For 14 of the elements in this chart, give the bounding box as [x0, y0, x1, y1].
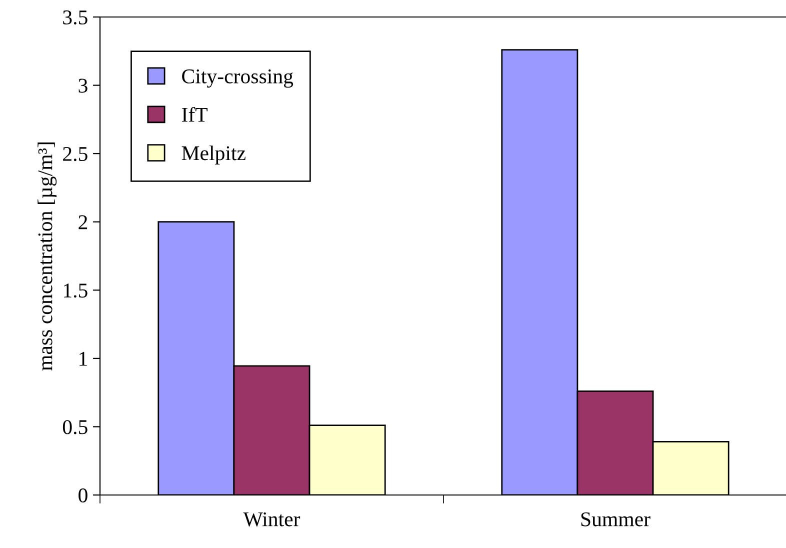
legend-label: IfT [182, 106, 208, 122]
y-axis-title: mass concentration [µg/m³] [38, 142, 57, 371]
x-tick-label: Summer [581, 512, 650, 526]
y-tick-label: 2.5 [63, 147, 88, 162]
y-tick-label: 0 [78, 488, 88, 502]
legend-label: Melpitz [182, 146, 246, 164]
y-tick-label: 2 [78, 215, 88, 230]
legend-label: City-crossing [182, 69, 294, 88]
y-tick-label: 1 [80, 352, 87, 366]
y-tick-label: 1.5 [64, 284, 88, 298]
y-tick-label: 3 [78, 78, 88, 93]
x-tick-label: Winter [243, 512, 300, 526]
y-tick-label: 3.5 [63, 10, 88, 25]
y-tick-label: 0.5 [62, 420, 88, 434]
